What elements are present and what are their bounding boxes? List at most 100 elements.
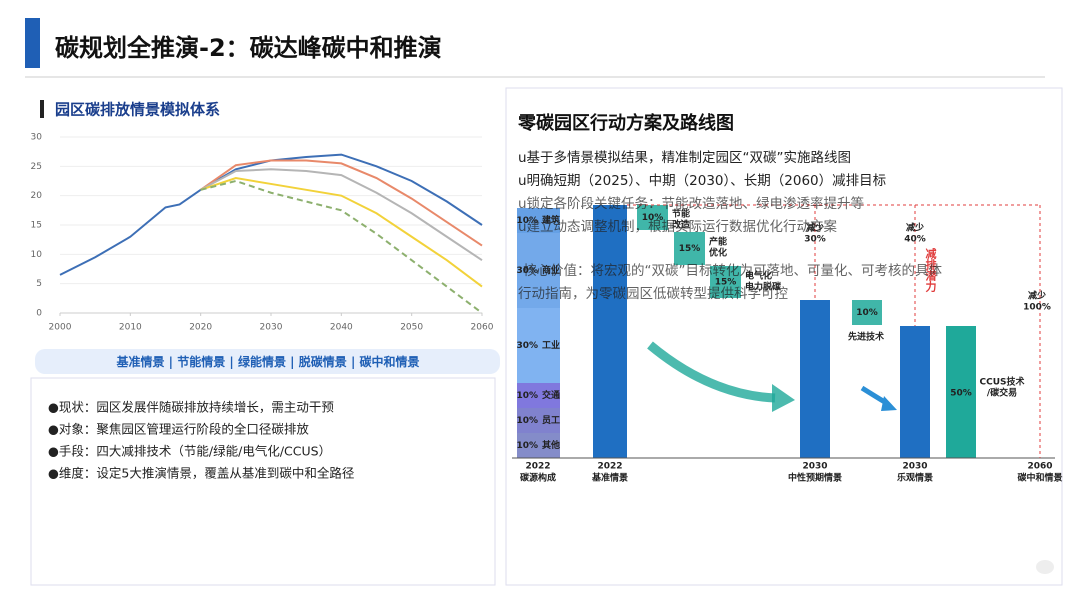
note: ●现状：园区发展伴随碳排放持续增长，需主动干预: [48, 400, 334, 415]
title-accent: [25, 18, 40, 68]
reduction-label: 减少: [806, 222, 824, 234]
legend-band: [35, 349, 500, 374]
x-tick-label: 2060: [471, 323, 494, 333]
bar: [900, 326, 930, 458]
bar-label: 中性预期情景: [788, 472, 842, 484]
step-label: 节能: [672, 208, 690, 220]
step-box: [852, 300, 882, 325]
reduction-label: 30%: [804, 235, 826, 245]
y-tick-label: 15: [31, 221, 42, 231]
legend-entry: 节能情景: [177, 354, 225, 369]
composition-label: 商业: [542, 264, 560, 276]
roadmap-point: u明确短期（2025）、中期（2030）、长期（2060）减排目标: [518, 173, 886, 189]
composition-value: 10%: [516, 416, 538, 426]
slide-title: 碳规划全推演-2：碳达峰碳中和推演: [55, 34, 442, 62]
bar-year: 2022: [525, 462, 550, 472]
y-tick-label: 0: [36, 309, 42, 319]
bar-year: 2030: [802, 462, 827, 472]
step-box: [710, 266, 741, 298]
bar-label: 乐观情景: [897, 472, 933, 484]
step-box: [637, 205, 668, 230]
legend-separator: |: [347, 355, 360, 369]
bar: [593, 205, 627, 458]
step-label: 电力脱碳: [745, 281, 782, 293]
step-label: 先进技术: [848, 331, 884, 343]
legend-entry: 绿能情景: [238, 354, 286, 369]
x-tick-label: 2010: [119, 323, 142, 333]
x-tick-label: 2040: [330, 323, 353, 333]
step-value: 10%: [856, 308, 878, 318]
step-box: [674, 232, 705, 265]
x-tick-label: 2000: [49, 323, 72, 333]
composition-segment: [517, 208, 560, 233]
note: ●手段：四大减排技术（节能/绿能/电气化/CCUS）: [48, 444, 331, 459]
step-label: CCUS技术: [979, 376, 1024, 388]
series-line: [200, 168, 483, 262]
roadmap-title: 零碳园区行动方案及路线图: [517, 112, 734, 134]
composition-label: 员工: [542, 415, 560, 426]
note: ●维度：设定5大推演情景，覆盖从基准到碳中和全路径: [48, 466, 354, 481]
arrow-head: [881, 396, 897, 411]
legend-separator: |: [286, 355, 299, 369]
composition-label: 工业: [542, 339, 560, 351]
y-tick-label: 20: [31, 191, 43, 201]
composition-label: 建筑: [542, 214, 560, 226]
potential-label: 减排潜力: [924, 247, 937, 293]
composition-segment: [517, 383, 560, 408]
x-tick-label: 2030: [260, 323, 283, 333]
heading-accent: [40, 100, 44, 118]
reduction-label: 减少: [1028, 290, 1046, 302]
legend-entry: 基准情景: [115, 354, 164, 369]
legend-separator: |: [225, 355, 238, 369]
y-tick-label: 5: [36, 279, 42, 289]
value-line: 核心价值：将宏观的“双碳”目标转化为可落地、可量化、可考核的具体: [523, 263, 942, 279]
bar-year: 2030: [902, 462, 927, 472]
bar-year: 2022: [597, 462, 622, 472]
note: ●对象：聚焦园区管理运行阶段的全口径碳排放: [48, 422, 309, 437]
bar-label: 碳源构成: [520, 472, 556, 484]
composition-value: 10%: [516, 216, 538, 226]
value-line: 行动指南，为零碳园区低碳转型提供科学可控: [518, 286, 788, 302]
bar-label: 基准情景: [591, 472, 628, 484]
legend-entry: 脱碳情景: [299, 354, 347, 369]
y-tick-label: 10: [31, 250, 43, 260]
arrow-head: [772, 384, 795, 412]
bar-year: 2060: [1027, 462, 1052, 472]
notes-box: [30, 377, 496, 586]
step-label: /碳交易: [987, 387, 1017, 399]
reduction-label: 100%: [1023, 303, 1051, 313]
left-heading: 园区碳排放情景模拟体系: [55, 101, 220, 119]
reduction-label: 40%: [904, 235, 926, 245]
composition-segment: [517, 433, 560, 458]
step-label: 电气化: [745, 270, 772, 282]
step-label: 产能: [709, 236, 727, 248]
composition-value: 30%: [516, 341, 538, 351]
step-value: 15%: [679, 244, 701, 254]
bar-label: 碳中和情景: [1017, 472, 1062, 484]
y-tick-label: 30: [31, 133, 43, 143]
composition-value: 10%: [516, 441, 538, 451]
step-label: 改造: [672, 219, 691, 231]
series-line: [59, 153, 483, 276]
composition-segment: [517, 233, 560, 308]
legend-separator: |: [164, 355, 177, 369]
composition-label: 交通: [542, 389, 560, 401]
bar: [800, 300, 830, 458]
legend-entry: 碳中和情景: [360, 354, 420, 369]
roadmap-point: u建立动态调整机制，根据实际运行数据优化行动方案: [518, 218, 838, 235]
composition-value: 30%: [516, 266, 538, 276]
composition-label: 其他: [542, 439, 560, 451]
arrow: [647, 341, 776, 403]
composition-segment: [517, 308, 560, 383]
bar: [946, 326, 976, 458]
corner-dot: [1036, 560, 1054, 574]
composition-segment: [517, 408, 560, 433]
roadmap-point: u锁定各阶段关键任务：节能改造落地、绿电渗透率提升等: [518, 195, 864, 212]
legend: 基准情景 | 节能情景 | 绿能情景 | 脱碳情景 | 碳中和情景: [115, 354, 419, 369]
series-line: [200, 177, 483, 288]
x-tick-label: 2020: [189, 323, 212, 333]
y-tick-label: 25: [31, 162, 42, 172]
series-line: [200, 179, 483, 314]
composition-value: 10%: [516, 391, 538, 401]
